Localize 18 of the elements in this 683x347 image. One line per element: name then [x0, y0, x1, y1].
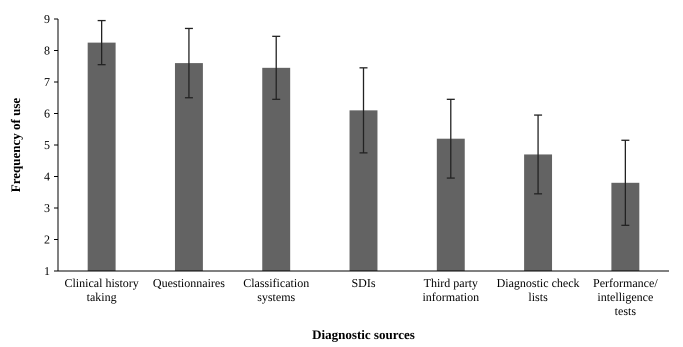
y-tick-label: 8 — [44, 44, 50, 58]
x-tick-label: Classification systems — [243, 276, 310, 304]
x-tick-label: Clinical history taking — [64, 276, 139, 304]
y-axis-title: Frequency of use — [8, 98, 23, 192]
x-tick-label: Diagnostic check lists — [496, 276, 580, 304]
x-tick-label: SDIs — [351, 276, 376, 290]
y-tick-label: 5 — [44, 138, 50, 152]
x-axis-title: Diagnostic sources — [312, 327, 415, 342]
y-tick-label: 3 — [44, 201, 50, 216]
y-tick-label: 6 — [44, 106, 50, 121]
x-tick-label: Performance/intelligence tests — [593, 276, 658, 318]
x-tick-label: Questionnaires — [152, 276, 226, 290]
y-tick-label: 2 — [44, 232, 50, 247]
y-tick-label: 4 — [44, 170, 50, 184]
y-tick-label: 7 — [44, 75, 50, 90]
x-tick-label: Third party information — [422, 276, 480, 304]
y-tick-label: 9 — [44, 12, 50, 26]
y-tick-label: 1 — [44, 264, 50, 278]
